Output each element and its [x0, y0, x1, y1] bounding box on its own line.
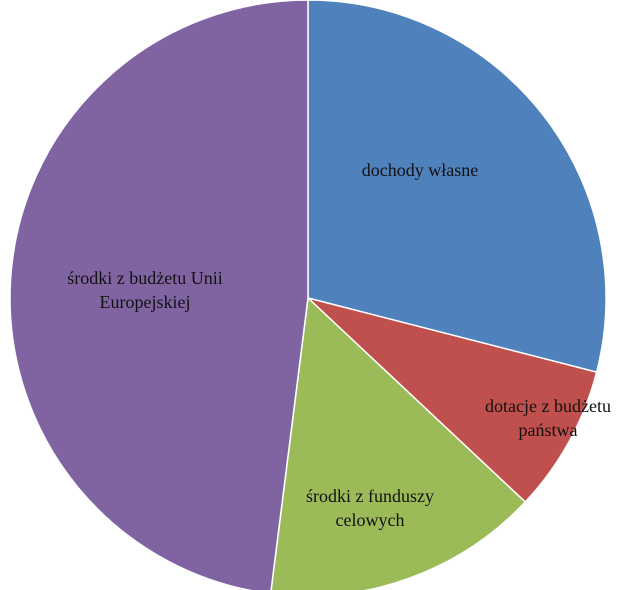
pie-slice [270, 296, 527, 590]
slice-label: środki z budżetu Unii Europejskiej [67, 268, 223, 312]
slice-label: dotacje z budżetu państwa [485, 396, 611, 440]
pie-slice [9, 0, 309, 590]
pie-slice [307, 0, 607, 374]
pie-slice [307, 297, 598, 504]
slice-label: dochody własne [361, 160, 479, 180]
slice-label: środki z funduszy celowych [306, 486, 434, 530]
